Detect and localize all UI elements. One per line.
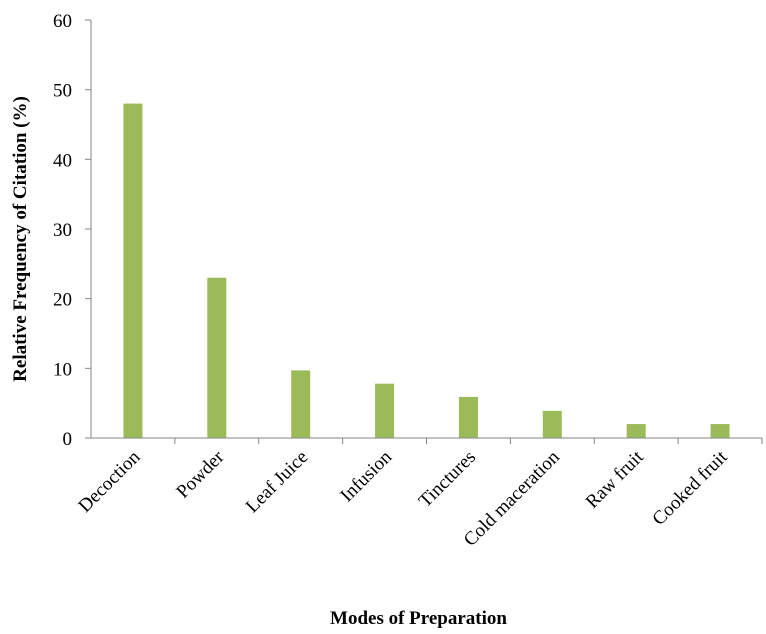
y-tick-label: 20 xyxy=(53,290,72,311)
x-axis-title: Modes of Preparation xyxy=(330,608,507,629)
x-tick-label: Infusion xyxy=(336,446,396,506)
bar xyxy=(375,383,395,438)
x-tick-label: Cooked fruit xyxy=(648,446,732,530)
x-tick-label: Leaf Juice xyxy=(242,447,312,517)
y-tick-label: 50 xyxy=(53,81,72,102)
y-tick-label: 30 xyxy=(53,220,72,241)
y-tick-label: 40 xyxy=(53,150,72,171)
y-tick-label: 0 xyxy=(63,429,73,450)
y-axis-ticks: 0 10 20 30 40 50 60 xyxy=(53,11,91,450)
y-tick-label: 60 xyxy=(53,11,72,32)
bar xyxy=(458,396,478,438)
bar xyxy=(291,370,311,438)
bar xyxy=(123,103,143,438)
y-axis-title: Relative Frequency of Citation (%) xyxy=(10,96,31,382)
x-tick-label: Powder xyxy=(172,446,228,502)
bars xyxy=(123,103,730,438)
x-tick-label: Tinctures xyxy=(415,447,480,512)
bar xyxy=(626,424,646,438)
bar xyxy=(542,410,562,438)
x-axis-tick-labels: Decoction Powder Leaf Juice Infusion Tinctur… xyxy=(74,438,763,551)
x-tick-label: Decoction xyxy=(74,446,144,516)
bar xyxy=(710,424,730,438)
x-tick-label: Raw fruit xyxy=(582,446,648,512)
y-tick-label: 10 xyxy=(53,359,72,380)
bar xyxy=(207,277,227,438)
